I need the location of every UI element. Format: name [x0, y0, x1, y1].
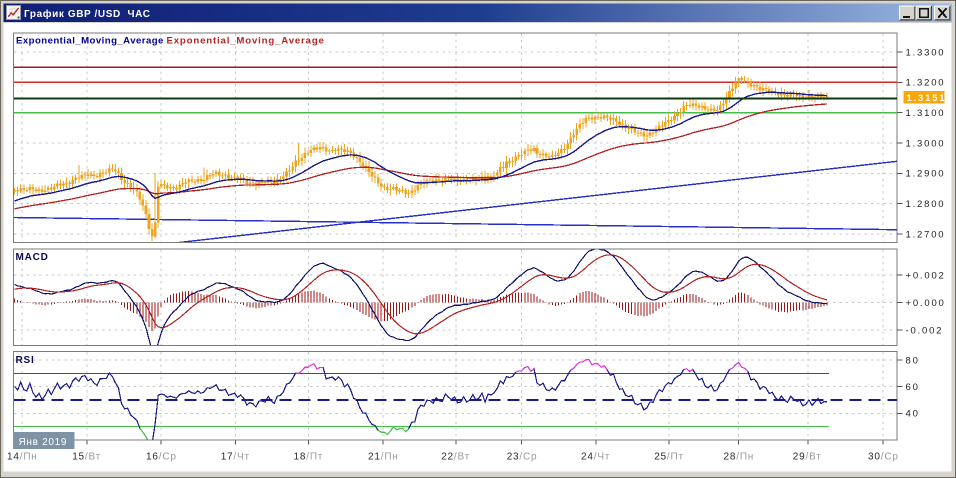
svg-text:29/Вт: 29/Вт — [793, 452, 822, 463]
svg-text:Янв 2019: Янв 2019 — [19, 437, 68, 448]
svg-text:14/Пн: 14/Пн — [7, 452, 38, 463]
svg-text:-0.002: -0.002 — [906, 325, 944, 336]
svg-text:1.2800: 1.2800 — [906, 199, 946, 210]
svg-text:1.2700: 1.2700 — [906, 229, 946, 240]
svg-text:1.2900: 1.2900 — [906, 169, 946, 180]
svg-text:+0.002: +0.002 — [906, 270, 946, 281]
svg-text:Exponential_Moving_Average: Exponential_Moving_Average — [167, 36, 325, 47]
svg-text:1.3100: 1.3100 — [906, 108, 946, 119]
svg-text:15/Вт: 15/Вт — [72, 452, 101, 463]
svg-text:17/Чт: 17/Чт — [221, 452, 250, 463]
svg-text:60: 60 — [906, 382, 920, 393]
svg-text:30/Ср: 30/Ср — [868, 452, 899, 463]
svg-text:1.3151: 1.3151 — [907, 93, 947, 104]
svg-text:25/Пт: 25/Пт — [654, 452, 684, 463]
svg-text:1.3200: 1.3200 — [906, 78, 946, 89]
svg-text:График GBP /USD ЧАС: График GBP /USD ЧАС — [24, 8, 151, 20]
svg-text:40: 40 — [906, 409, 920, 420]
svg-text:18/Пт: 18/Пт — [294, 452, 324, 463]
svg-text:80: 80 — [906, 356, 920, 367]
svg-text:Exponential_Moving_Average: Exponential_Moving_Average — [16, 36, 164, 47]
svg-text:21/Пн: 21/Пн — [368, 452, 399, 463]
svg-text:1.3300: 1.3300 — [906, 47, 946, 58]
svg-text:+0.000: +0.000 — [906, 298, 946, 309]
svg-text:MACD: MACD — [16, 252, 49, 263]
svg-text:23/Ср: 23/Ср — [507, 452, 538, 463]
svg-text:28/Пн: 28/Пн — [724, 452, 755, 463]
svg-text:1.3000: 1.3000 — [906, 138, 946, 149]
svg-text:22/Вт: 22/Вт — [441, 452, 470, 463]
svg-text:16/Ср: 16/Ср — [146, 452, 177, 463]
svg-text:24/Чт: 24/Чт — [581, 452, 610, 463]
svg-text:RSI: RSI — [16, 355, 35, 366]
